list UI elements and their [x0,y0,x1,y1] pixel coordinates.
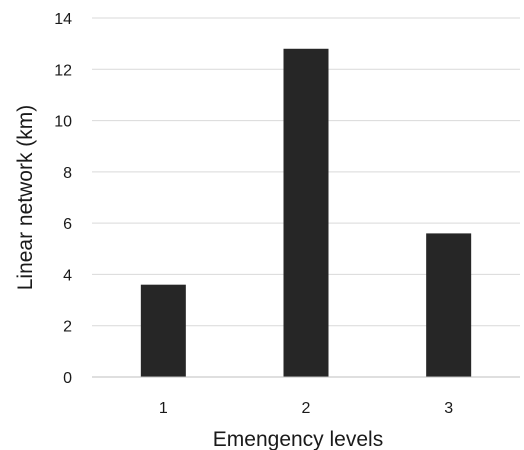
y-tick-label: 4 [63,267,72,284]
bar-2 [283,48,329,378]
x-axis-title: Emengency levels [213,428,383,450]
y-tick-label: 14 [54,11,72,28]
x-tick-label: 2 [302,400,311,417]
y-axis-tick-labels: 0 2 4 6 8 10 12 14 [54,11,72,387]
y-tick-label: 8 [63,165,72,182]
x-tick-label: 1 [159,400,168,417]
y-axis-title: Linear network (km) [14,105,37,291]
bars [140,48,472,378]
y-tick-label: 0 [63,370,72,387]
x-axis-tick-labels: 1 2 3 [159,400,453,417]
bar-1 [140,284,186,377]
bar-3 [426,233,472,377]
x-tick-label: 3 [444,400,453,417]
y-tick-label: 6 [63,216,72,233]
y-tick-label: 10 [54,114,72,131]
y-tick-label: 12 [54,62,72,79]
y-tick-label: 2 [63,319,72,336]
